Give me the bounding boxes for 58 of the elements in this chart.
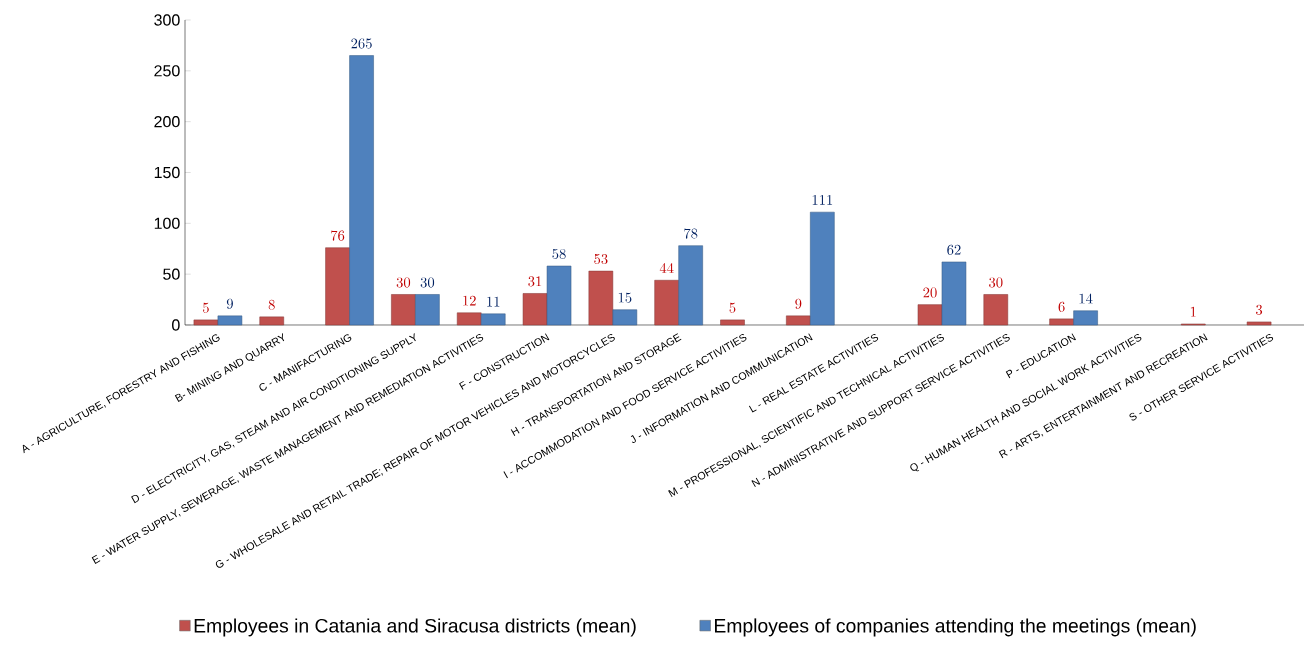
data-label: 78 xyxy=(684,228,698,239)
data-label: 30 xyxy=(396,277,411,288)
data-label: 111 xyxy=(812,195,833,205)
data-label: 8 xyxy=(268,299,275,310)
bar xyxy=(193,319,219,326)
data-label: 44 xyxy=(659,262,674,273)
bar xyxy=(546,265,572,326)
bar xyxy=(983,294,1009,326)
bar xyxy=(1073,310,1098,326)
data-label: 12 xyxy=(463,295,476,306)
data-label: 3 xyxy=(1256,304,1263,315)
y-tick-label: 100 xyxy=(154,217,180,229)
bar xyxy=(391,294,416,326)
bar xyxy=(917,304,943,326)
data-label: 14 xyxy=(1079,293,1093,304)
data-label: 58 xyxy=(552,248,566,259)
data-label: 265 xyxy=(351,38,372,49)
y-tick-label: 200 xyxy=(154,116,180,128)
data-label: 53 xyxy=(594,254,608,265)
bar xyxy=(678,245,703,326)
bar xyxy=(325,247,350,326)
bar xyxy=(480,313,506,326)
bar xyxy=(654,279,679,326)
bar xyxy=(810,211,835,326)
bar xyxy=(786,315,811,326)
data-label: 15 xyxy=(618,292,632,303)
data-label: 9 xyxy=(226,298,233,309)
bar xyxy=(588,270,614,326)
data-label: 31 xyxy=(528,276,542,287)
y-tick-label: 0 xyxy=(172,319,180,331)
legend-label: Employees in Catania and Siracusa districts (mean) xyxy=(194,618,636,637)
bar xyxy=(1049,318,1074,326)
data-label: 20 xyxy=(923,287,937,298)
data-label: 5 xyxy=(729,302,736,313)
data-label: 11 xyxy=(487,296,500,307)
data-label: 5 xyxy=(203,302,209,313)
y-tick-label: 300 xyxy=(154,14,180,26)
data-label: 1 xyxy=(1190,306,1196,317)
bar xyxy=(259,316,285,326)
data-label: 6 xyxy=(1058,301,1065,312)
data-label: 76 xyxy=(331,230,345,241)
bar xyxy=(1246,321,1272,326)
y-tick-label: 50 xyxy=(163,268,180,280)
bar xyxy=(217,315,243,326)
bar xyxy=(612,309,638,326)
bar xyxy=(941,261,967,326)
y-tick-label: 150 xyxy=(154,166,180,179)
data-label: 62 xyxy=(947,244,961,255)
bar xyxy=(720,319,745,326)
legend-label: Employees of companies attending the meetings (mean) xyxy=(715,618,1196,637)
bar xyxy=(415,294,440,326)
bar xyxy=(456,312,482,326)
data-label: 9 xyxy=(795,298,802,309)
y-tick-label: 250 xyxy=(154,65,180,77)
data-label: 30 xyxy=(420,277,435,288)
bar xyxy=(522,293,548,326)
bar xyxy=(349,55,374,326)
data-label: 30 xyxy=(989,277,1003,288)
